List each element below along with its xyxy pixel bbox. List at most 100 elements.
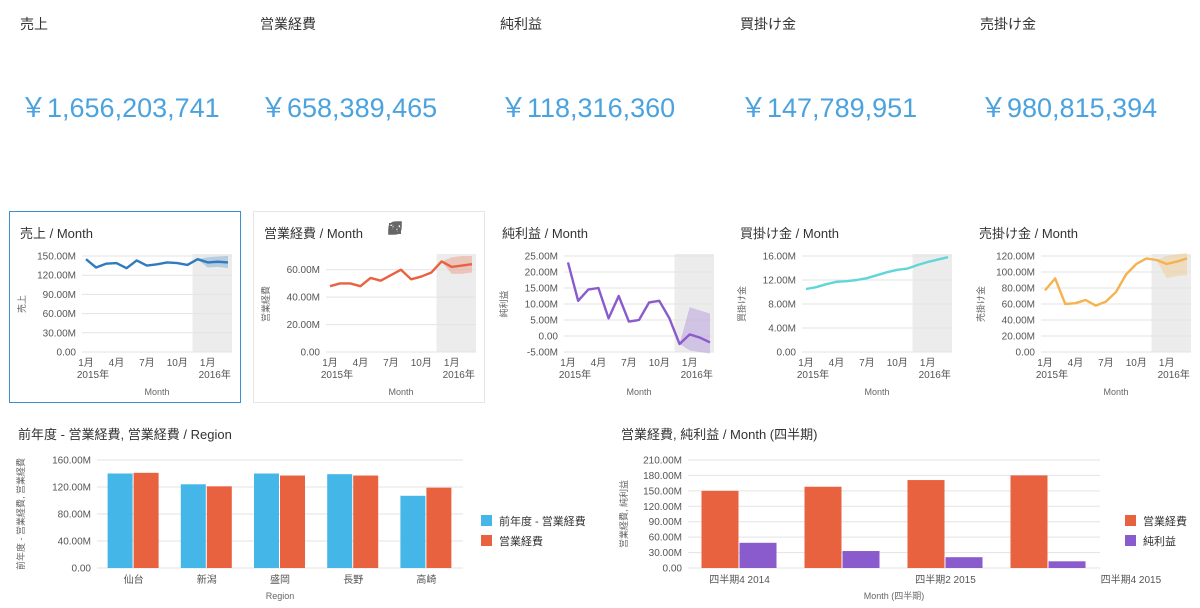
chart-card-expense[interactable]: 営業経費 / Month 0.00 20.00M 40.00M 60.00M 営業経費 1… <box>253 211 485 403</box>
x-tick-label: 四半期2 2015 <box>915 573 976 586</box>
y-tick-label: 0.00 <box>1016 348 1036 359</box>
receivable-series-line <box>1044 257 1188 307</box>
y-tick-label: 8.00M <box>768 300 796 311</box>
profit-line-chart: -5.00M 0.00 5.00M 10.00M 15.00M 20.00M 25.00M 純… <box>498 252 714 397</box>
y-tick-label: 120.00M <box>52 483 91 494</box>
bar <box>180 484 206 568</box>
kpi-value: ￥1,656,203,741 <box>20 93 220 123</box>
bar <box>945 557 983 568</box>
y-axis-label: 営業経費 <box>260 286 271 322</box>
legend-label: 前年度 - 営業経費 <box>499 514 586 528</box>
x-tick-label: 高崎 <box>416 573 436 586</box>
x-tick-label: 10月 <box>887 357 908 369</box>
kpi-expense[interactable]: 営業経費 ￥658,389,465 <box>240 0 480 200</box>
bar <box>426 487 452 568</box>
x-tick-label: 4月 <box>1068 357 1084 369</box>
x-tick-sublabel: 2016年 <box>681 368 713 381</box>
x-tick-label: 7月 <box>859 357 875 369</box>
chart-title: 営業経費 / Month <box>264 226 363 241</box>
bar <box>254 473 279 568</box>
chart-card-receivable[interactable]: 売掛け金 / Month 0.00 20.00M 40.00M 60.00M 80.00… <box>968 211 1200 403</box>
y-tick-label: 0.00 <box>301 348 321 359</box>
y-axis-label: 前年度 - 営業経費, 営業経費 <box>15 458 26 570</box>
y-axis-label: 純利益 <box>498 290 509 317</box>
bar <box>327 474 353 568</box>
x-tick-label: 新潟 <box>197 573 217 586</box>
x-tick-sublabel: 2016年 <box>199 368 231 381</box>
y-tick-label: 30.00M <box>43 328 76 339</box>
profit-series-line <box>566 262 711 346</box>
y-tick-label: 20.00M <box>1002 332 1035 343</box>
x-tick-label: 盛岡 <box>270 573 290 586</box>
x-tick-label: 4月 <box>829 357 845 369</box>
y-tick-label: 40.00M <box>287 293 320 304</box>
x-tick-label: 1月 <box>920 357 936 369</box>
chart-card-sales[interactable]: 売上 / Month 0.00 30.00M 60.00M 90.00M 120.00M… <box>9 211 241 403</box>
chart-title: 買掛け金 / Month <box>740 226 839 241</box>
expand-icon[interactable] <box>388 221 452 237</box>
kpi-title: 営業経費 <box>260 16 316 32</box>
x-tick-label: 1月 <box>682 357 698 369</box>
kpi-receivable[interactable]: 売掛け金 ￥980,815,394 <box>960 0 1200 200</box>
y-tick-label: 80.00M <box>58 510 91 521</box>
bar <box>907 480 945 568</box>
x-tick-label: 4月 <box>109 357 125 369</box>
x-tick-label: 1月 <box>322 357 338 369</box>
x-tick-label: 4月 <box>591 357 607 369</box>
kpi-title: 売上 <box>20 16 48 32</box>
bar <box>133 472 159 568</box>
bar <box>107 473 133 568</box>
kpi-payable[interactable]: 買掛け金 ￥147,789,951 <box>720 0 960 200</box>
legend-swatch <box>481 535 492 546</box>
x-tick-sublabel: 2016年 <box>919 368 951 381</box>
bar <box>400 495 426 568</box>
y-tick-label: 4.00M <box>768 324 796 335</box>
kpi-value: ￥147,789,951 <box>740 93 918 123</box>
chart-card-quarter[interactable]: 営業経費, 純利益 / Month (四半期) 0.00 30.00M 60.00M… <box>603 412 1200 608</box>
x-axis-label: Month <box>864 387 889 397</box>
receivable-line-chart: 0.00 20.00M 40.00M 60.00M 80.00M 100.00M 120.0… <box>975 252 1191 397</box>
chart-card-region[interactable]: 前年度 - 営業経費, 営業経費 / Region 0.00 40.00M 80.0… <box>0 412 600 608</box>
y-tick-label: 0.00 <box>57 348 77 359</box>
forecast-region <box>912 254 952 352</box>
chart-card-profit[interactable]: 純利益 / Month -5.00M 0.00 5.00M 10.00M 15.00M 2… <box>491 211 723 403</box>
legend-label: 営業経費 <box>499 534 543 548</box>
x-tick-label: 1月 <box>560 357 576 369</box>
x-axis-label: Region <box>266 591 295 601</box>
menu-icon[interactable] <box>389 221 476 237</box>
y-tick-label: 60.00M <box>287 265 320 276</box>
kpi-title: 買掛け金 <box>740 16 796 32</box>
y-tick-label: 80.00M <box>1002 284 1035 295</box>
x-tick-label: 長野 <box>343 574 363 586</box>
bar <box>739 542 777 568</box>
y-tick-label: 120.00M <box>37 271 76 282</box>
x-tick-label: 1月 <box>1037 357 1053 369</box>
chart-card-payable[interactable]: 買掛け金 / Month 0.00 4.00M 8.00M 12.00M 16.00M 買… <box>729 211 961 403</box>
forecast-region <box>436 254 476 352</box>
y-tick-label: 12.00M <box>763 276 796 287</box>
y-axis-label: 売掛け金 <box>975 286 986 322</box>
x-tick-sublabel: 2015年 <box>797 368 829 381</box>
x-tick-label: 7月 <box>139 357 155 369</box>
y-tick-label: 0.00 <box>72 564 92 575</box>
x-tick-sublabel: 2015年 <box>77 368 109 381</box>
y-tick-label: 40.00M <box>1002 316 1035 327</box>
x-tick-label: 10月 <box>649 357 670 369</box>
y-tick-label: 40.00M <box>58 537 91 548</box>
bar-chart-icon[interactable] <box>389 221 428 237</box>
x-axis-label: Month (四半期) <box>864 590 925 601</box>
y-tick-label: 0.00 <box>777 348 797 359</box>
kpi-sales[interactable]: 売上 ￥1,656,203,741 <box>0 0 240 200</box>
legend-label: 営業経費 <box>1143 514 1187 528</box>
x-tick-label: 7月 <box>1098 357 1114 369</box>
x-tick-label: 1月 <box>444 357 460 369</box>
chart-toolbar <box>388 221 476 237</box>
kpi-profit[interactable]: 純利益 ￥118,316,360 <box>480 0 720 200</box>
forecast-band <box>1156 252 1187 279</box>
y-axis-label: 営業経費, 純利益 <box>618 480 629 548</box>
forecast-band <box>441 256 472 274</box>
y-tick-label: 20.00M <box>287 320 320 331</box>
y-tick-label: 0.00 <box>663 564 683 575</box>
